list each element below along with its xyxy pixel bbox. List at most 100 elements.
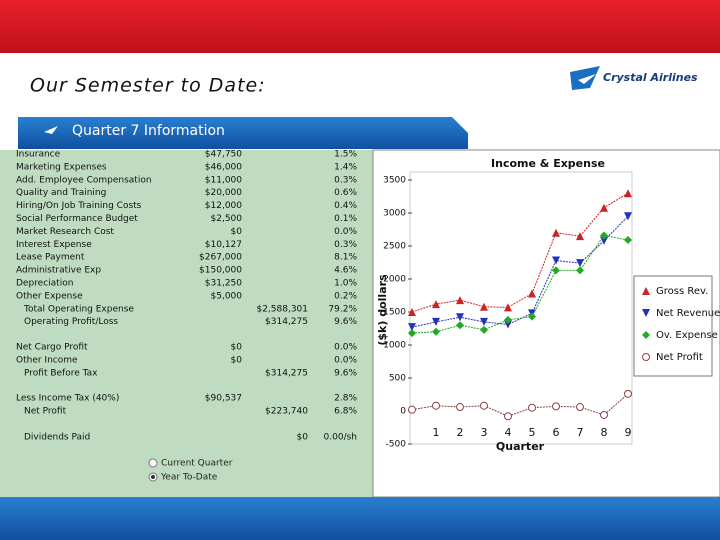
top-band bbox=[0, 0, 720, 53]
series-line bbox=[411, 215, 629, 328]
radio-dot bbox=[151, 475, 155, 479]
row-pct: 0.3% bbox=[334, 240, 357, 250]
row-amount: $0 bbox=[231, 227, 243, 237]
data-point bbox=[600, 203, 608, 212]
row-label: Hiring/On Job Training Costs bbox=[16, 201, 142, 211]
row-label: Social Performance Budget bbox=[16, 214, 138, 224]
data-point bbox=[456, 321, 464, 330]
row-pct: 6.8% bbox=[334, 406, 357, 416]
data-point bbox=[576, 403, 584, 412]
row-label: Dividends Paid bbox=[24, 433, 90, 443]
row-label: Total Operating Expense bbox=[23, 304, 134, 314]
data-point bbox=[480, 325, 488, 334]
row-pct: 0.00/sh bbox=[324, 433, 357, 443]
row-label: Depreciation bbox=[16, 279, 73, 289]
row-pct: 1.5% bbox=[334, 150, 357, 160]
data-point bbox=[456, 313, 464, 322]
row-total: $2,588,301 bbox=[256, 304, 308, 314]
data-point bbox=[408, 405, 416, 414]
plot-area bbox=[409, 171, 633, 445]
data-point bbox=[528, 312, 536, 321]
row-pct: 0.2% bbox=[334, 291, 357, 301]
tab-bar bbox=[18, 117, 468, 149]
series-line bbox=[411, 192, 629, 313]
chart-title: Income & Expense bbox=[491, 157, 605, 170]
row-label: Market Research Cost bbox=[16, 227, 114, 237]
x-tick-label: 9 bbox=[625, 426, 632, 439]
x-tick-label: 2 bbox=[457, 426, 464, 439]
row-label: Other Income bbox=[16, 355, 78, 365]
y-tick-label: 3500 bbox=[383, 176, 406, 186]
row-amount: $46,000 bbox=[205, 162, 242, 172]
brand-name: Crystal Airlines bbox=[603, 71, 698, 84]
y-tick-label: 3000 bbox=[383, 209, 406, 219]
bottom-band bbox=[0, 497, 720, 540]
data-point bbox=[642, 287, 650, 295]
row-pct: 1.4% bbox=[334, 162, 357, 172]
logo-plane bbox=[578, 74, 596, 84]
data-point bbox=[624, 189, 632, 198]
y-axis-label: ($k) dollars bbox=[376, 274, 389, 346]
series-line bbox=[411, 234, 629, 334]
data-point bbox=[576, 232, 584, 241]
data-point bbox=[600, 231, 608, 240]
data-point bbox=[576, 266, 584, 275]
row-label: Add. Employee Compensation bbox=[16, 175, 152, 185]
row-total: $314,275 bbox=[265, 368, 308, 378]
data-point bbox=[642, 309, 650, 317]
data-point bbox=[504, 320, 512, 329]
data-point bbox=[642, 331, 650, 339]
row-label: Less Income Tax (40%) bbox=[16, 394, 119, 404]
row-label: Insurance bbox=[16, 150, 61, 160]
x-tick-label: 5 bbox=[529, 426, 536, 439]
row-amount: $150,000 bbox=[199, 266, 242, 276]
tab-icon bbox=[44, 126, 58, 134]
row-amount: $20,000 bbox=[205, 188, 242, 198]
row-pct: 0.6% bbox=[334, 188, 357, 198]
data-point bbox=[456, 296, 464, 305]
table-panel bbox=[0, 150, 373, 497]
row-pct: 0.0% bbox=[334, 227, 357, 237]
data-point bbox=[480, 317, 488, 326]
y-tick-label: 500 bbox=[389, 374, 406, 384]
row-label: Operating Profit/Loss bbox=[24, 317, 118, 327]
x-tick-label: 8 bbox=[601, 426, 608, 439]
slide-title: Our Semester to Date: bbox=[30, 75, 266, 97]
data-point bbox=[642, 353, 650, 361]
row-pct: 0.3% bbox=[334, 175, 357, 185]
legend-label: Net Profit bbox=[656, 352, 703, 363]
data-point bbox=[552, 266, 560, 275]
data-point bbox=[432, 317, 440, 326]
radio-label: Year To-Date bbox=[160, 473, 218, 483]
data-point bbox=[552, 256, 560, 265]
y-tick-label: 2000 bbox=[383, 275, 406, 285]
row-amount: $0 bbox=[231, 355, 243, 365]
y-tick-label: 1000 bbox=[383, 341, 406, 351]
y-tick-label: 1500 bbox=[383, 308, 406, 318]
data-point bbox=[504, 315, 512, 324]
data-point bbox=[624, 236, 632, 245]
row-amount: $31,250 bbox=[205, 279, 242, 289]
data-point bbox=[528, 289, 536, 298]
data-point bbox=[576, 259, 584, 268]
data-point bbox=[480, 401, 488, 410]
data-point bbox=[408, 323, 416, 332]
data-point bbox=[528, 403, 536, 412]
radio-button[interactable] bbox=[148, 458, 158, 468]
data-point bbox=[600, 410, 608, 419]
data-point bbox=[480, 302, 488, 311]
row-pct: 4.6% bbox=[334, 266, 357, 276]
data-point bbox=[552, 228, 560, 237]
x-axis-label: Quarter bbox=[496, 440, 545, 453]
data-point bbox=[504, 412, 512, 421]
row-label: Lease Payment bbox=[16, 253, 85, 263]
row-label: Administrative Exp bbox=[16, 266, 101, 276]
legend-label: Net Revenue bbox=[656, 308, 720, 319]
data-point bbox=[456, 403, 464, 412]
row-pct: 1.0% bbox=[334, 279, 357, 289]
legend-label: Ov. Expense bbox=[656, 330, 718, 341]
y-tick-label: -500 bbox=[386, 440, 407, 450]
row-total: $223,740 bbox=[265, 406, 308, 416]
data-point bbox=[504, 303, 512, 312]
